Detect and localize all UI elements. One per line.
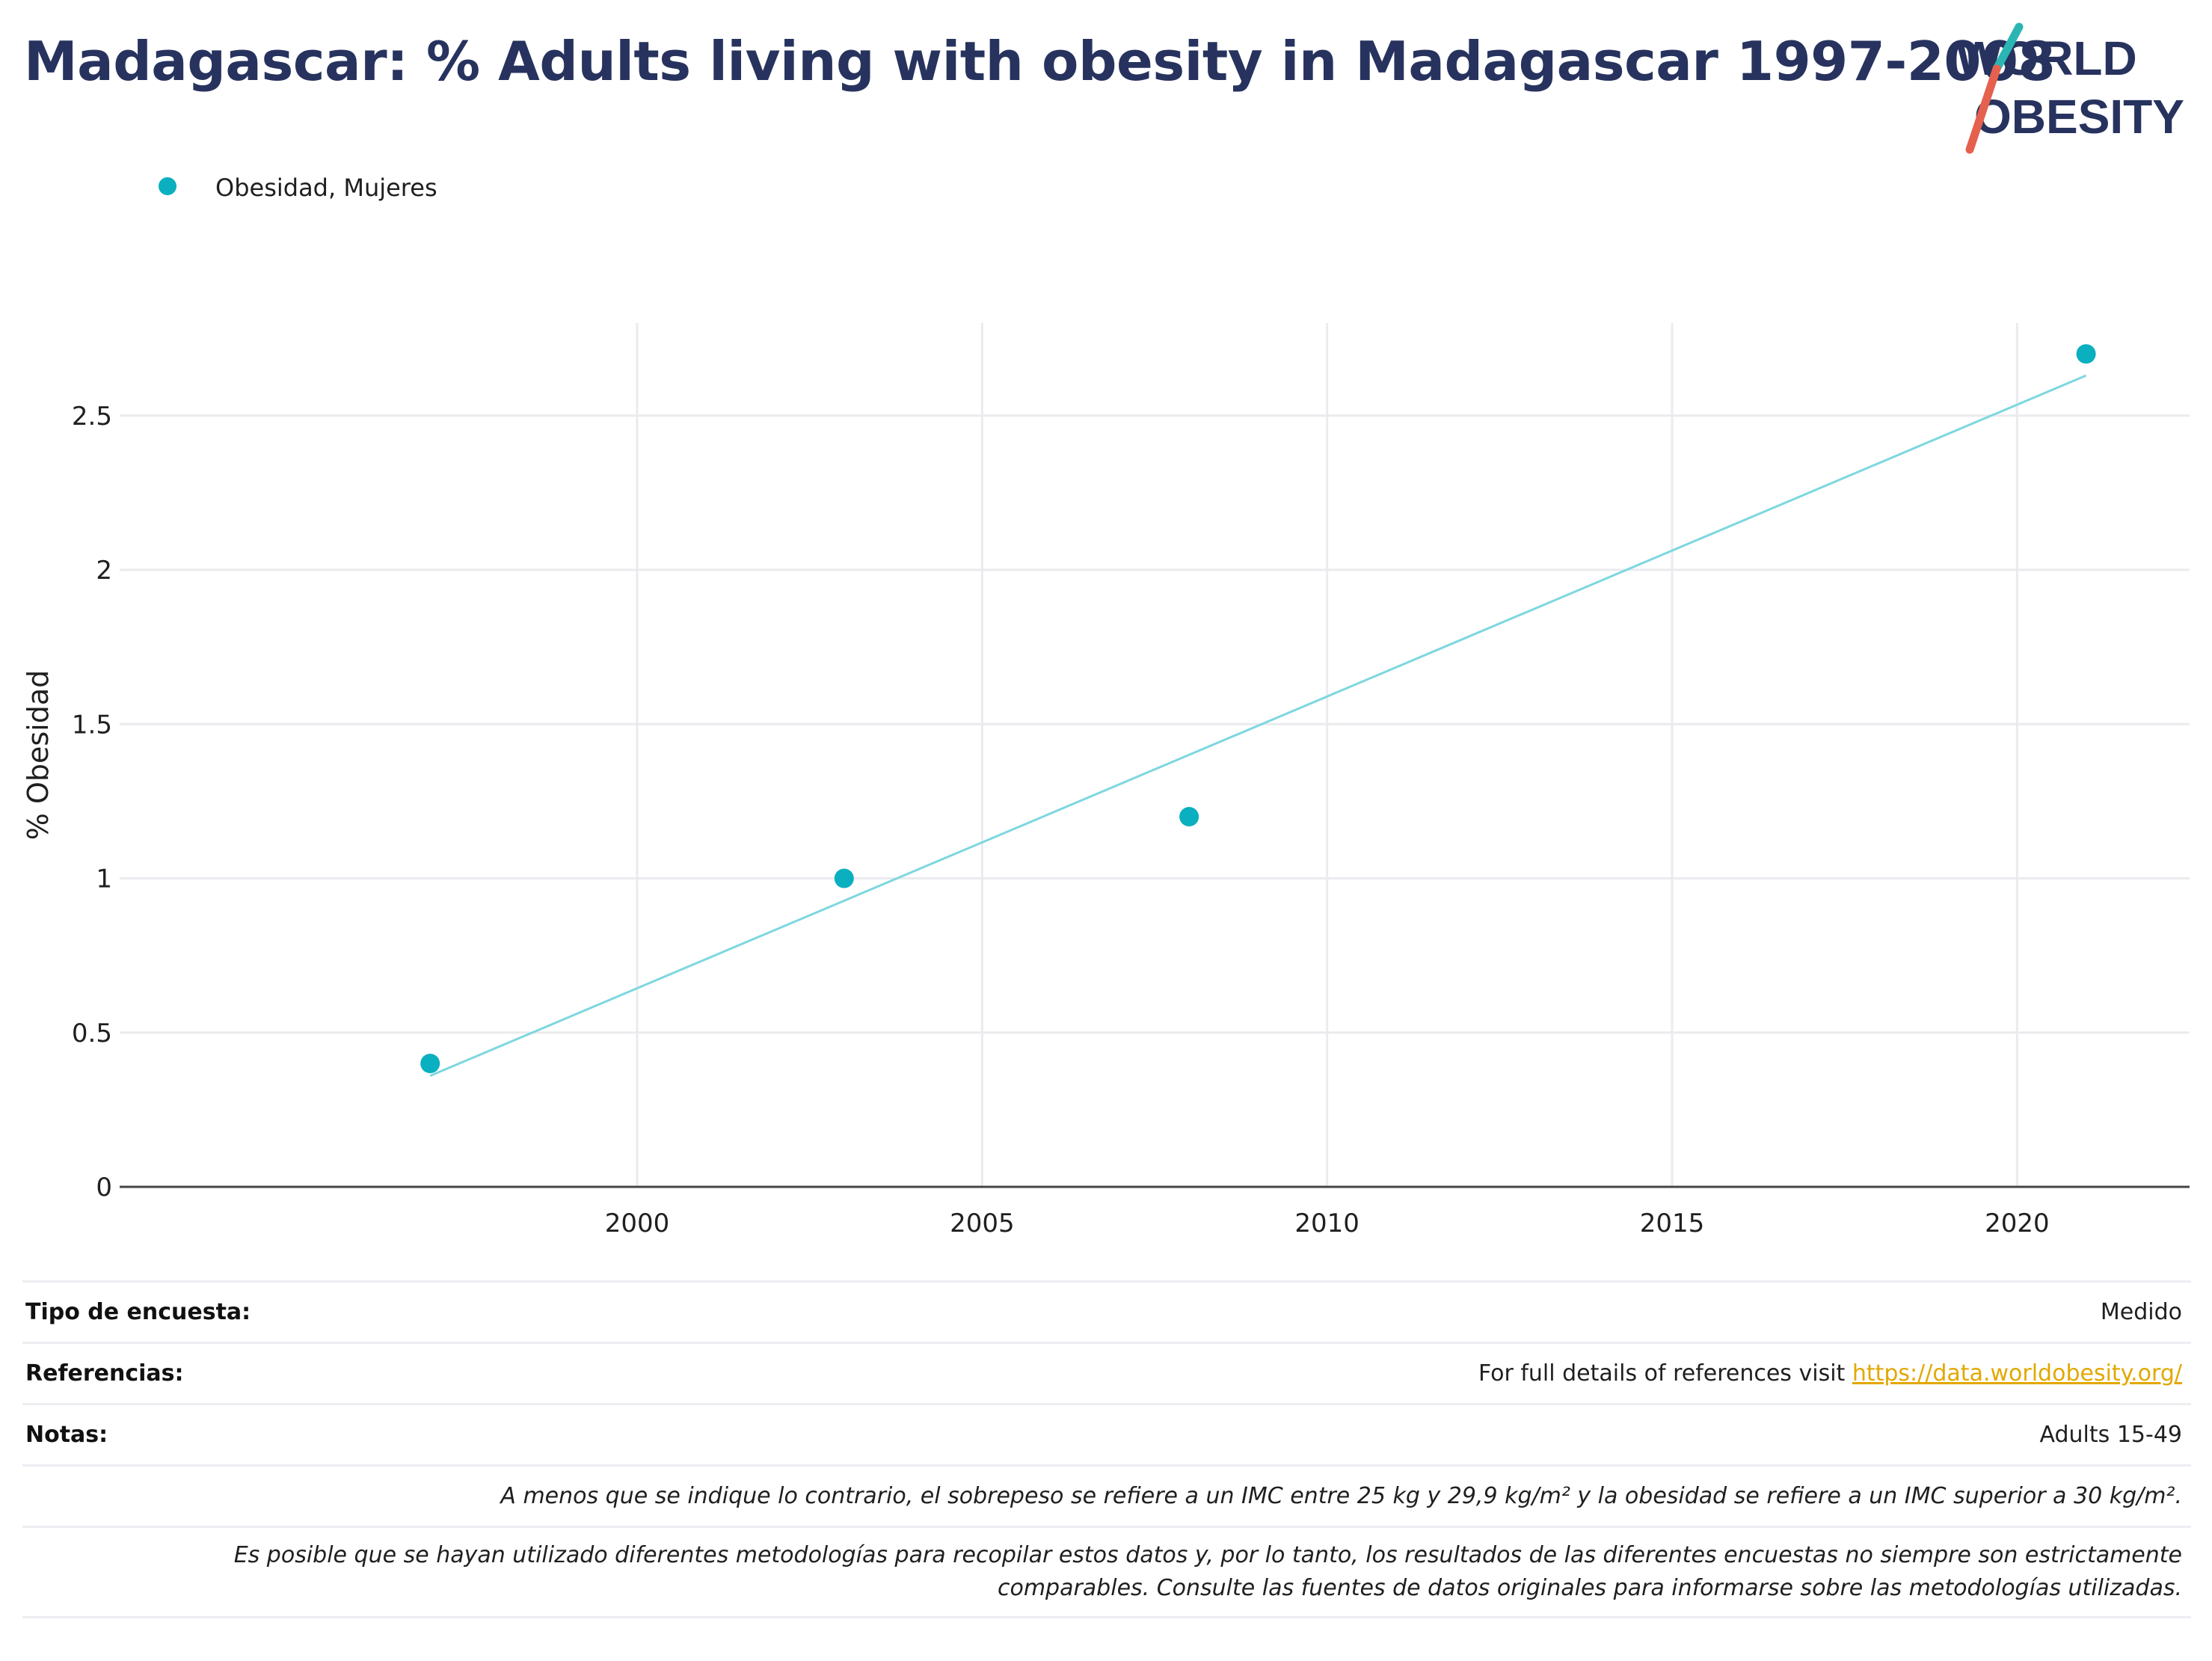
logo-line1: WORLD	[1956, 31, 2137, 85]
y-tick-label-4: 2	[96, 556, 112, 586]
info-row-survey-type: Tipo de encuesta: Medido	[22, 1280, 2191, 1342]
info-row-methodology-note: Es posible que se hayan utilizado difere…	[22, 1526, 2191, 1618]
info-row-notes: Notas: Adults 15-49	[22, 1403, 2191, 1464]
data-point-1997[interactable]	[420, 1054, 440, 1073]
methodology-note-line2: comparables. Consulte las fuentes de dat…	[997, 1575, 2182, 1601]
legend: Obesidad, Mujeres	[159, 174, 437, 202]
trendline-layer	[429, 374, 2087, 1077]
x-tick-label-2010: 2010	[1294, 1209, 1360, 1238]
grid-lines	[120, 323, 2190, 1187]
data-point-2008[interactable]	[1179, 807, 1199, 826]
world-obesity-logo: WORLD OBESITY	[1956, 22, 2184, 154]
y-tick-label-2: 1	[96, 865, 112, 894]
points-layer	[420, 344, 2096, 1073]
data-point-2003[interactable]	[834, 868, 854, 888]
y-tick-label-0: 0	[96, 1173, 112, 1203]
y-tick-label-3: 1.5	[72, 710, 112, 740]
y-axis-label: % Obesidad	[22, 670, 55, 840]
y-tick-label-1: 0.5	[72, 1019, 112, 1049]
notes-value: Adults 15-49	[2039, 1422, 2183, 1448]
legend-marker-obesidad-mujeres	[159, 177, 176, 195]
notes-label: Notas:	[25, 1422, 108, 1448]
x-tick-label-2020: 2020	[1985, 1209, 2050, 1238]
x-tick-label-2005: 2005	[950, 1209, 1015, 1238]
obesity-chart: Obesidad, Mujeres 2000 2005 2010 2015 202000…	[22, 174, 2190, 1238]
info-table: Tipo de encuesta: Medido Referencias: Fo…	[22, 1280, 2191, 1618]
x-tick-label-2000: 2000	[605, 1209, 670, 1238]
references-value: For full details of references visit htt…	[1478, 1360, 2182, 1387]
info-row-bmi-note: A menos que se indique lo contrario, el …	[22, 1464, 2191, 1526]
methodology-note-line1: Es posible que se hayan utilizado difere…	[233, 1542, 2182, 1568]
y-tick-label-5: 2.5	[72, 402, 112, 432]
axes: 2000 2005 2010 2015 2020 0 0.5 1 1.5 2 2.5	[72, 402, 2190, 1238]
legend-label-obesidad-mujeres: Obesidad, Mujeres	[215, 174, 437, 202]
data-point-2021[interactable]	[2076, 344, 2096, 364]
trendline	[429, 374, 2087, 1077]
survey-type-label: Tipo de encuesta:	[25, 1299, 251, 1325]
logo-slash-bottom	[1965, 64, 2001, 154]
references-link[interactable]: https://data.worldobesity.org/	[1852, 1360, 2182, 1387]
references-label: Referencias:	[25, 1360, 184, 1387]
info-row-references: Referencias: For full details of referen…	[22, 1342, 2191, 1403]
bmi-definition-note: A menos que se indique lo contrario, el …	[500, 1482, 2182, 1509]
page-title: Madagascar: % Adults living with obesity…	[24, 30, 2056, 93]
logo-slash-top	[1992, 22, 2024, 73]
references-prefix: For full details of references visit	[1478, 1360, 1852, 1387]
x-tick-label-2015: 2015	[1640, 1209, 1705, 1238]
survey-type-value: Medido	[2100, 1299, 2182, 1325]
logo-line2: OBESITY	[1974, 90, 2184, 144]
methodology-note: Es posible que se hayan utilizado difere…	[25, 1539, 2182, 1605]
